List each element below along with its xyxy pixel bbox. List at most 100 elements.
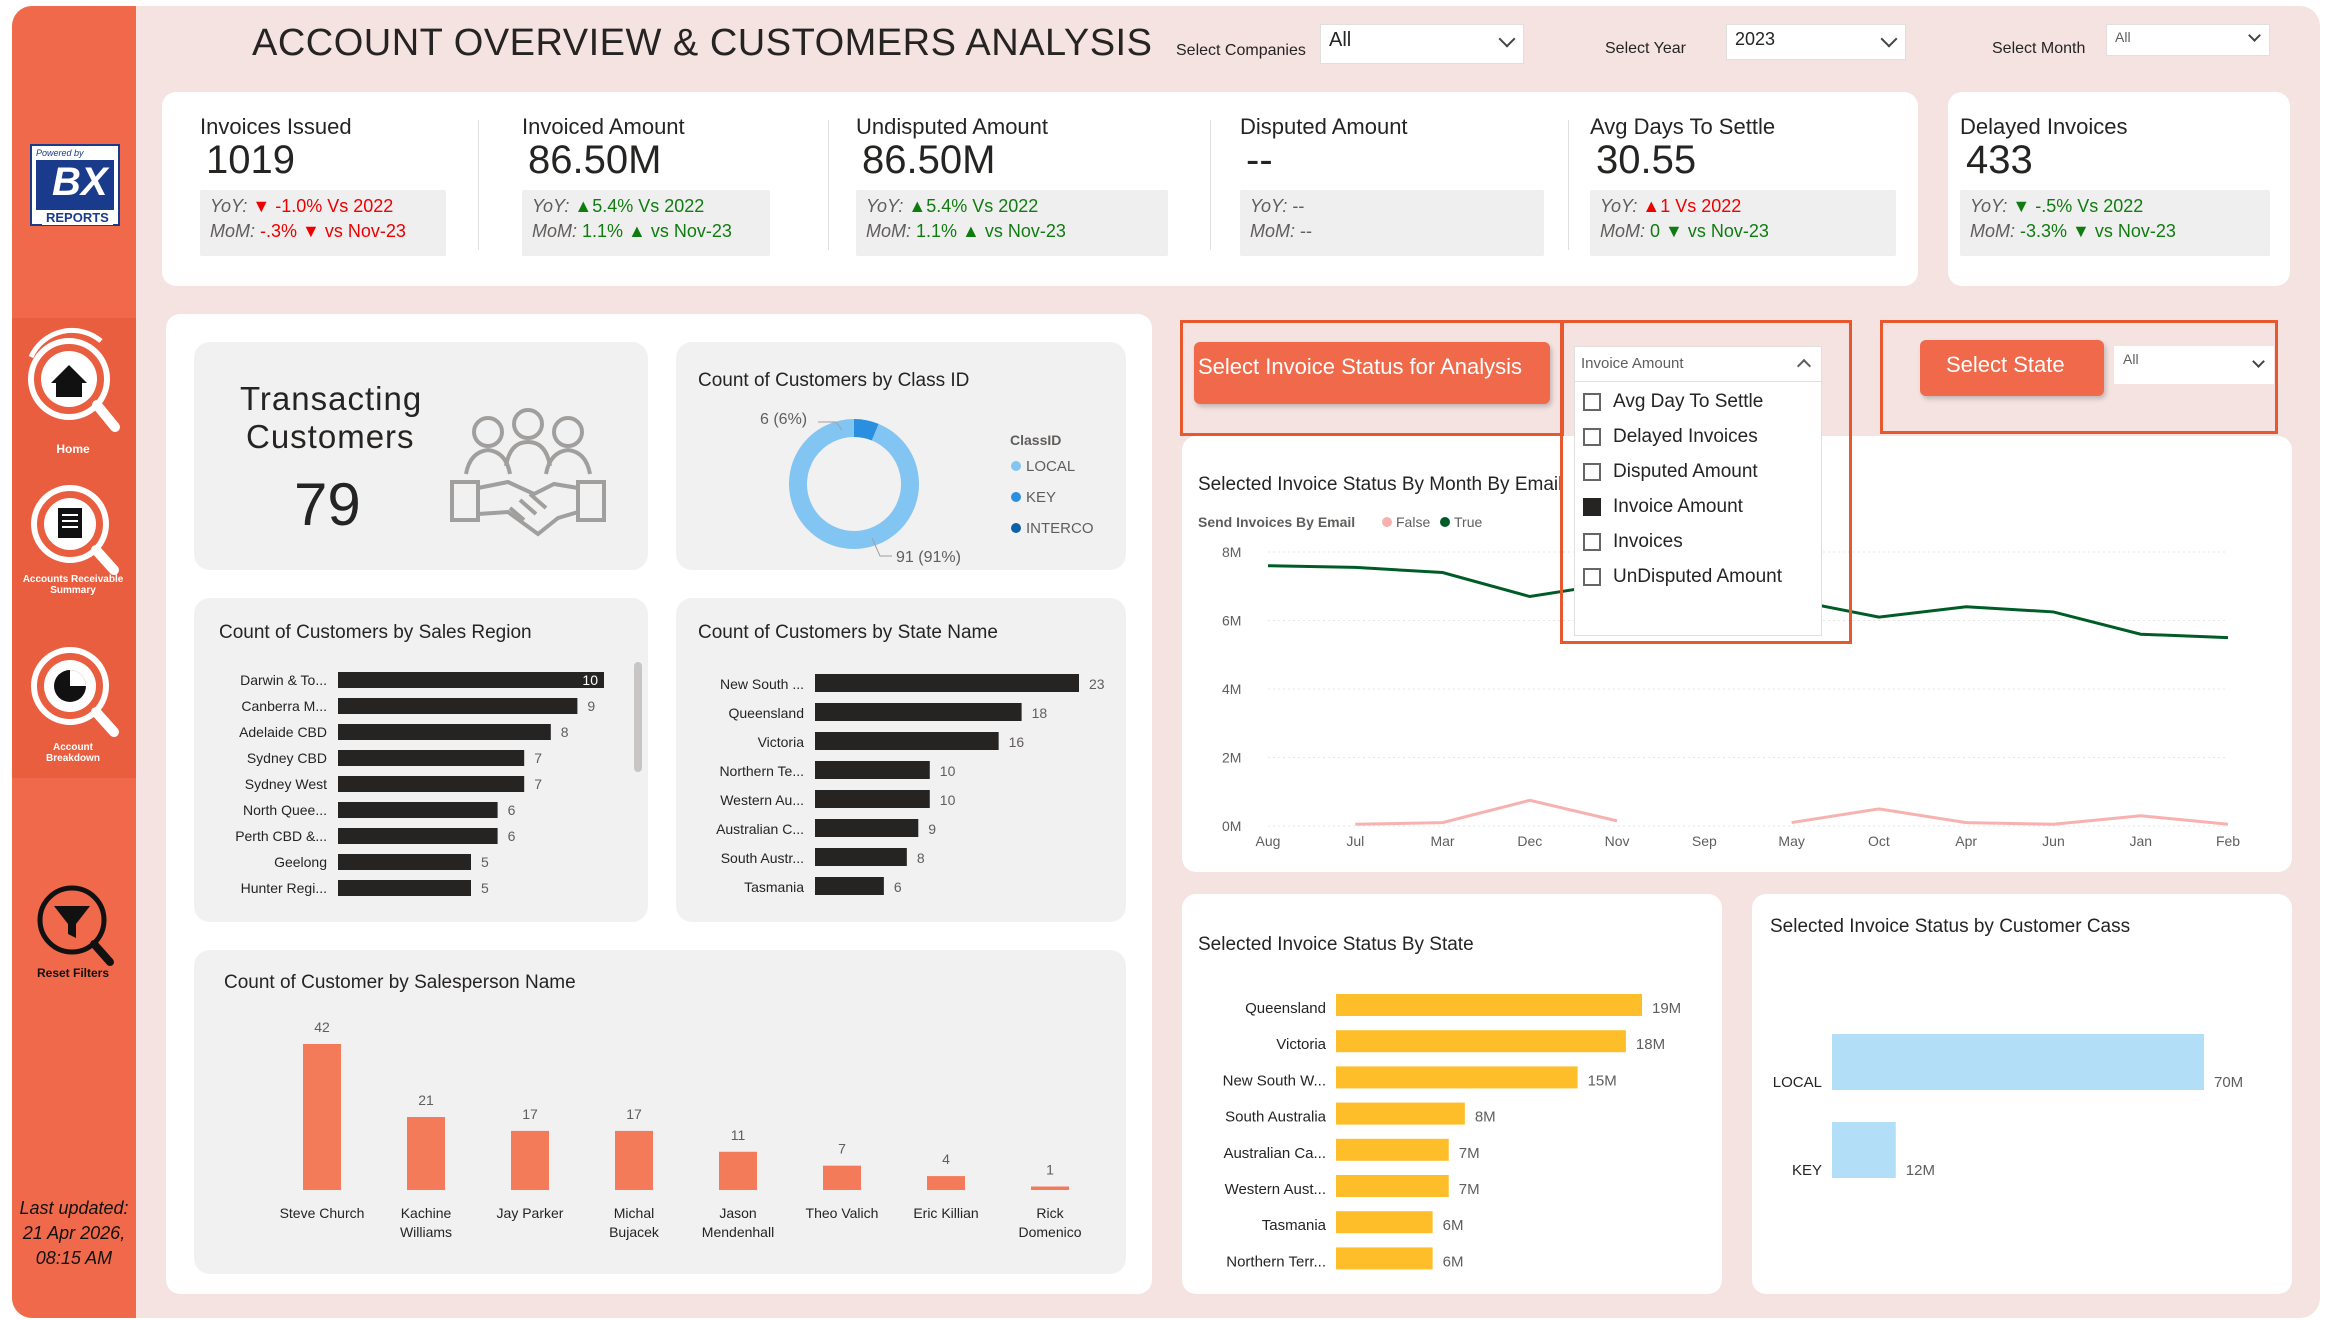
bar-category-label: Jay Parker [497,1205,564,1221]
kpi-yoy: YoY: ▲5.4% Vs 2022 [866,194,1158,219]
invoice-status-option[interactable]: UnDisputed Amount [1583,566,1782,588]
bar-category-label: Western Au... [720,792,804,808]
bar[interactable] [1336,1247,1433,1270]
checkbox[interactable] [1583,463,1601,481]
checkbox[interactable] [1583,428,1601,446]
bar-category-label: Geelong [274,854,327,870]
invoice-status-dropdown-frame [1560,320,1852,644]
bar[interactable] [1336,1138,1449,1161]
bar[interactable] [1336,1030,1626,1053]
sales-region-scrollbar[interactable] [634,662,642,772]
kpi-value: 1019 [206,138,295,182]
nav-accounts-receivable-summary[interactable]: Accounts Receivable Summary [16,476,130,604]
sales-region-chart: Darwin & To... 10 Canberra M... 9 Adelaide C… [235,672,604,896]
bar[interactable] [927,1176,965,1190]
bar-category-label: Western Aust... [1225,1181,1326,1198]
bar[interactable] [338,854,471,870]
checkbox[interactable] [1583,533,1601,551]
invoice-status-option[interactable]: Invoices [1583,531,1683,553]
checkbox[interactable] [1583,498,1601,516]
bar[interactable] [1336,1175,1449,1197]
invoice-status-button[interactable]: Select Invoice Status for Analysis [1194,342,1550,404]
kpi-card: Undisputed Amount 86.50M YoY: ▲5.4% Vs 202… [856,112,1198,262]
bar[interactable] [1336,1102,1465,1125]
bar[interactable] [815,819,919,837]
logo-powered-by: Powered by [36,148,84,158]
bar[interactable] [615,1130,653,1190]
bar[interactable] [338,776,525,792]
kpi-title: Invoiced Amount [522,114,685,139]
bar[interactable] [407,1117,445,1190]
legend-true-marker [1440,517,1450,527]
bar-category-label: Darwin & To... [240,672,327,688]
invoice-status-option[interactable]: Avg Day To Settle [1583,391,1763,413]
bar-value-label: 7M [1459,1181,1480,1198]
bar[interactable] [1832,1122,1896,1178]
bar[interactable] [338,672,604,688]
kpi-mom-value: 1.1% ▲ vs Nov-23 [582,221,732,241]
kpi-divider [828,120,829,250]
bar[interactable] [815,703,1022,721]
select-companies-value: All [1329,29,1352,51]
kpi-mom-prefix: MoM: [866,221,911,241]
select-year-dropdown[interactable]: 2023 [1726,24,1906,60]
checkbox[interactable] [1583,393,1601,411]
logo-main: BX [52,160,108,204]
bar[interactable] [338,698,578,714]
reset-filters-button[interactable]: Reset Filters [16,878,130,988]
state-filter-frame [1880,320,2278,434]
kpi-mom-value: 0 ▼ vs Nov-23 [1650,221,1769,241]
bar[interactable] [303,1044,341,1190]
x-tick-label: Feb [2216,833,2240,849]
invoice-status-option[interactable]: Delayed Invoices [1583,426,1758,448]
bar[interactable] [1031,1186,1069,1190]
bar[interactable] [338,880,471,896]
bar[interactable] [511,1130,549,1190]
bar[interactable] [815,732,999,750]
bar[interactable] [338,750,525,766]
bar[interactable] [815,848,907,866]
donut-slice[interactable] [789,419,919,549]
bar[interactable] [338,802,498,818]
kpi-value: -- [1246,138,1273,182]
checkbox[interactable] [1583,568,1601,586]
state-name-chart: New South ... 23 Queensland 18 Victoria 16 Nor… [716,674,1105,895]
bar[interactable] [815,761,930,779]
select-state-dropdown[interactable]: All [2114,346,2274,384]
line-series-false[interactable] [1355,798,1618,826]
select-state-button[interactable]: Select State [1920,340,2104,396]
bar[interactable] [1336,1066,1578,1089]
kpi-comparison: YoY: ▲1 Vs 2022 MoM: 0 ▼ vs Nov-23 [1590,190,1896,256]
bar[interactable] [719,1151,757,1190]
donut-slice[interactable] [853,419,879,441]
bar[interactable] [338,724,551,740]
kpi-yoy: YoY: ▲5.4% Vs 2022 [532,194,760,219]
bar[interactable] [1336,1211,1433,1234]
select-companies-dropdown[interactable]: All [1320,24,1524,64]
bar[interactable] [1336,994,1642,1016]
nav-home[interactable]: Home [16,322,130,462]
invoice-status-dropdown[interactable]: Invoice Amount Avg Day To Settle Delayed … [1574,346,1823,636]
bar-value-label: 8 [917,850,925,866]
bar-value-label: 8M [1475,1109,1496,1126]
select-month-dropdown[interactable]: All [2106,24,2270,56]
invoice-status-option[interactable]: Invoice Amount [1583,496,1743,518]
kpi-mom: MoM: 1.1% ▲ vs Nov-23 [532,219,760,244]
bar[interactable] [815,790,930,808]
line-series-false[interactable] [1791,807,2229,826]
bar-category-label: Victoria [758,734,805,750]
class-id-title: Count of Customers by Class ID [698,370,970,391]
invoice-by-state-chart: Queensland 19M Victoria 18M New South W... 15… [1223,994,1681,1270]
invoice-status-option[interactable]: Disputed Amount [1583,461,1758,483]
bar[interactable] [1832,1034,2204,1090]
bar[interactable] [815,877,884,895]
donut-leader [818,421,843,431]
nav-account-breakdown[interactable]: Account Breakdown [16,638,130,768]
bar[interactable] [815,674,1079,692]
bar[interactable] [338,828,498,844]
bar[interactable] [823,1165,861,1190]
invoice-status-option-label: Invoice Amount [1613,496,1743,517]
last-updated-time: 08:15 AM [35,1248,113,1268]
